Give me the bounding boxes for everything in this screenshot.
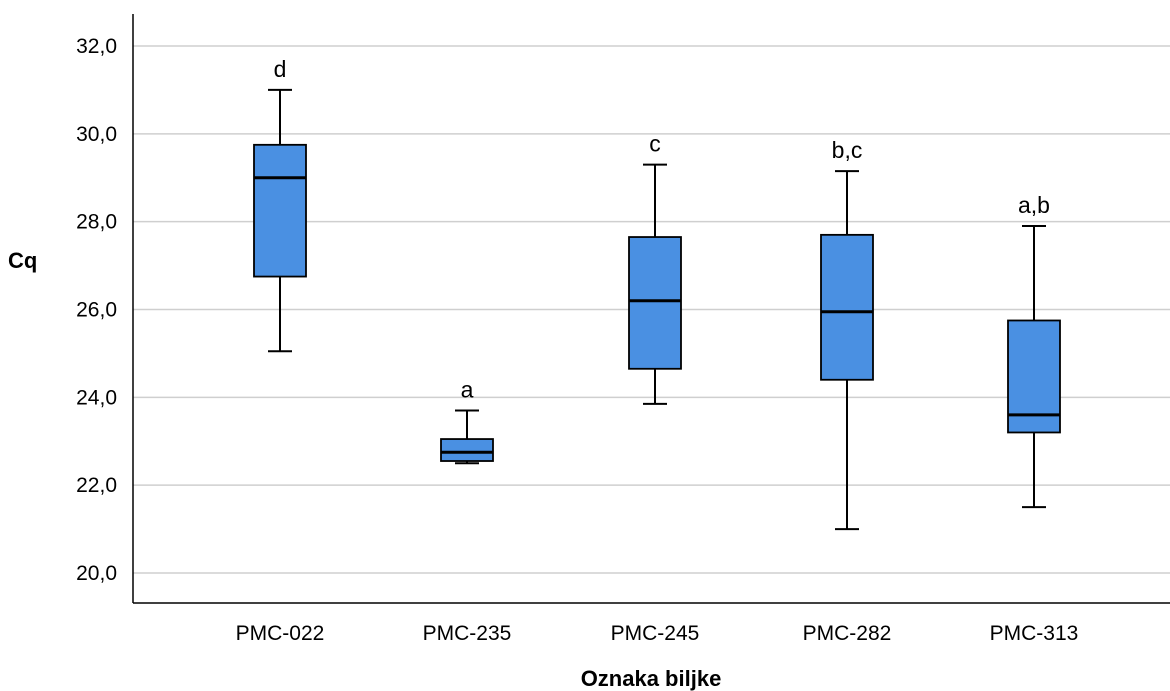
y-tick-label: 20,0 bbox=[76, 562, 117, 585]
y-tick-label: 32,0 bbox=[76, 35, 117, 58]
y-tick-label: 26,0 bbox=[76, 299, 117, 322]
iqr-box bbox=[440, 438, 494, 462]
y-tick-label: 22,0 bbox=[76, 474, 117, 497]
x-tick-label: PMC-245 bbox=[611, 622, 700, 645]
significance-letter: b,c bbox=[832, 137, 863, 163]
significance-letter: d bbox=[274, 56, 287, 82]
x-tick-label: PMC-282 bbox=[803, 622, 892, 645]
y-axis-title: Cq bbox=[8, 248, 37, 273]
significance-letter: c bbox=[649, 131, 661, 157]
significance-letter: a bbox=[461, 377, 474, 403]
x-tick-label: PMC-313 bbox=[990, 622, 1079, 645]
significance-letter: a,b bbox=[1018, 192, 1050, 218]
x-tick-label: PMC-022 bbox=[236, 622, 325, 645]
axes bbox=[132, 14, 1170, 604]
y-tick-label: 30,0 bbox=[76, 123, 117, 146]
x-axis-title: Oznaka biljke bbox=[581, 666, 722, 691]
boxes: d a c b,c a,b bbox=[253, 56, 1061, 531]
box-pmc-282: b,c bbox=[820, 137, 874, 531]
box-pmc-313: a,b bbox=[1007, 192, 1061, 509]
y-tick-label: 28,0 bbox=[76, 211, 117, 234]
box-pmc-245: c bbox=[628, 131, 682, 405]
y-tick-labels: 20,0 22,0 24,0 26,0 28,0 30,0 32,0 bbox=[76, 35, 117, 585]
y-tick-label: 24,0 bbox=[76, 386, 117, 409]
x-tick-labels: PMC-022 PMC-235 PMC-245 PMC-282 PMC-313 bbox=[236, 622, 1079, 645]
iqr-box bbox=[628, 236, 682, 370]
x-tick-label: PMC-235 bbox=[423, 622, 512, 645]
box-pmc-235: a bbox=[440, 377, 494, 465]
iqr-box bbox=[820, 233, 874, 381]
box-pmc-022: d bbox=[253, 56, 307, 353]
iqr-box bbox=[253, 143, 307, 278]
